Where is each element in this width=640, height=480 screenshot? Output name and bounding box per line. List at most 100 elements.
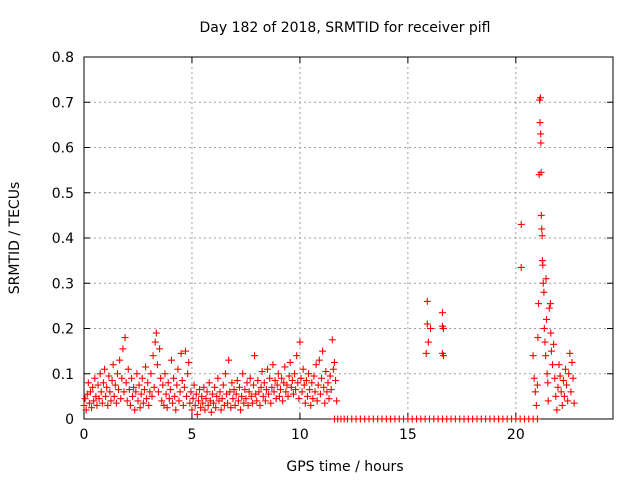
- data-point: [540, 288, 548, 296]
- data-point: [542, 352, 550, 360]
- grid: [84, 57, 613, 419]
- data-point: [288, 377, 296, 385]
- data-point: [105, 372, 113, 380]
- data-point: [259, 392, 267, 400]
- data-point: [204, 401, 212, 409]
- data-point: [119, 345, 127, 353]
- data-point: [138, 374, 146, 382]
- data-point: [542, 315, 550, 323]
- data-point: [333, 397, 341, 405]
- data-point: [533, 415, 541, 423]
- data-point: [183, 392, 191, 400]
- data-point: [191, 401, 199, 409]
- data-point: [81, 395, 89, 403]
- data-point: [233, 377, 241, 385]
- data-point: [291, 370, 299, 378]
- data-point: [144, 379, 152, 387]
- data-point: [202, 395, 210, 403]
- data-point: [190, 381, 198, 389]
- data-point: [556, 372, 564, 380]
- data-point: [321, 399, 329, 407]
- data-point: [536, 119, 544, 127]
- data-point: [178, 377, 186, 385]
- data-point: [278, 374, 286, 382]
- data-point: [110, 392, 118, 400]
- plot-frame: [83, 56, 614, 420]
- data-point: [95, 395, 103, 403]
- x-tick-label: 0: [80, 427, 89, 443]
- data-point: [181, 347, 189, 355]
- data-point: [265, 390, 273, 398]
- data-point: [177, 349, 185, 357]
- data-point: [118, 374, 126, 382]
- data-point: [541, 338, 549, 346]
- data-point: [117, 395, 125, 403]
- data-point: [539, 261, 547, 269]
- data-point: [218, 395, 226, 403]
- data-point: [157, 374, 165, 382]
- x-tick-label: 20: [507, 427, 525, 443]
- data-point: [211, 383, 219, 391]
- data-point: [566, 349, 574, 357]
- y-tick-label: 0.2: [52, 322, 74, 338]
- data-point: [558, 401, 566, 409]
- data-point: [271, 377, 279, 385]
- data-point: [129, 392, 137, 400]
- data-point: [241, 386, 249, 394]
- data-point: [260, 379, 268, 387]
- data-point: [108, 377, 116, 385]
- data-point: [279, 397, 287, 405]
- data-point: [214, 374, 222, 382]
- data-point: [318, 374, 326, 382]
- data-point: [537, 211, 545, 219]
- data-point: [107, 397, 115, 405]
- x-axis-label: GPS time / hours: [286, 459, 403, 475]
- data-point: [247, 392, 255, 400]
- data-point: [243, 379, 251, 387]
- data-point: [544, 397, 552, 405]
- data-point: [122, 379, 130, 387]
- data-points: [80, 94, 578, 423]
- data-point: [568, 358, 576, 366]
- data-point: [189, 395, 197, 403]
- data-point: [86, 388, 94, 396]
- data-point: [175, 397, 183, 405]
- data-point: [423, 320, 431, 328]
- data-point: [248, 399, 256, 407]
- data-point: [270, 388, 278, 396]
- y-tick-label: 0: [65, 412, 74, 428]
- data-point: [188, 406, 196, 414]
- y-tick-label: 0.3: [52, 276, 74, 292]
- data-point: [307, 401, 315, 409]
- data-point: [553, 406, 561, 414]
- data-point: [245, 388, 253, 396]
- y-axis-label: SRMTID / TECUs: [7, 182, 23, 295]
- data-point: [275, 392, 283, 400]
- data-point: [546, 300, 554, 308]
- data-point: [184, 370, 192, 378]
- data-point: [179, 401, 187, 409]
- data-point: [423, 297, 431, 305]
- data-point: [198, 392, 206, 400]
- data-point: [517, 263, 525, 271]
- data-point: [314, 381, 322, 389]
- data-point: [89, 383, 97, 391]
- data-point: [169, 399, 177, 407]
- data-point: [237, 406, 245, 414]
- data-point: [255, 388, 263, 396]
- data-point: [309, 395, 317, 403]
- data-point: [302, 377, 310, 385]
- data-point: [146, 388, 154, 396]
- data-point: [158, 397, 166, 405]
- data-point: [285, 372, 293, 380]
- data-point: [212, 404, 220, 412]
- data-point: [266, 374, 274, 382]
- data-point: [256, 401, 264, 409]
- data-point: [424, 338, 432, 346]
- data-point: [292, 386, 300, 394]
- data-point: [126, 401, 134, 409]
- data-point: [267, 399, 275, 407]
- data-point: [284, 392, 292, 400]
- data-point: [133, 370, 141, 378]
